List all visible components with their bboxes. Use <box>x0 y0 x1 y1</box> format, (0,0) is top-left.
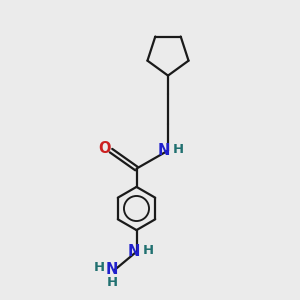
Text: N: N <box>106 262 118 277</box>
Text: N: N <box>127 244 140 259</box>
Text: H: H <box>106 276 118 289</box>
Text: H: H <box>94 261 105 274</box>
Text: H: H <box>172 143 184 156</box>
Text: N: N <box>158 143 170 158</box>
Text: O: O <box>98 141 111 156</box>
Text: H: H <box>142 244 154 257</box>
